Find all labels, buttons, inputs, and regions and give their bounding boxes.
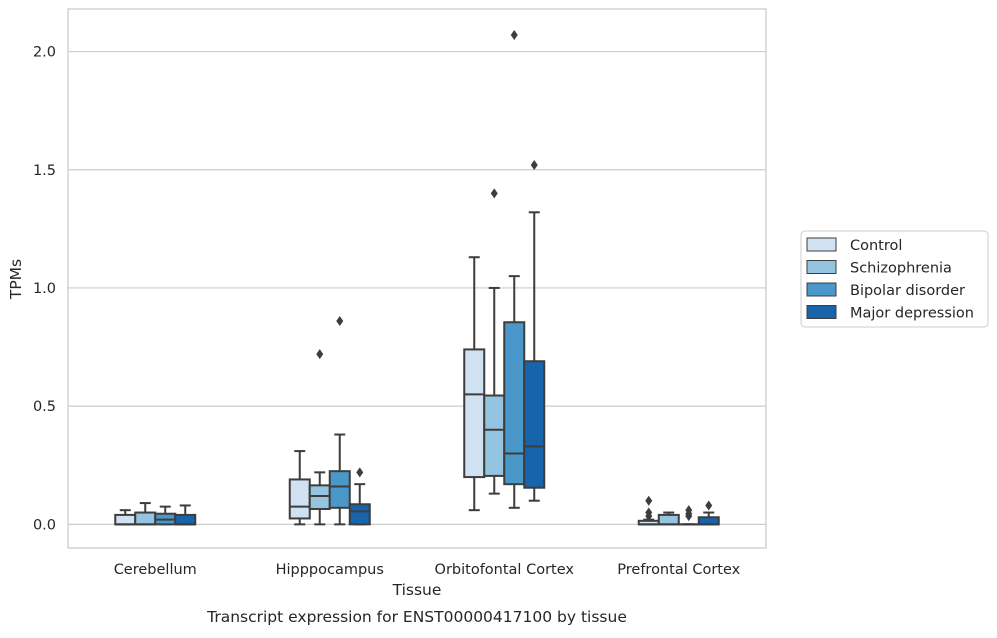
y-axis-label: TPMs [7,259,25,300]
box-iqr [699,517,719,524]
legend-swatch [807,238,836,251]
box-iqr [175,515,195,524]
x-axis-label: Tissue [392,581,442,599]
legend: Control Schizophrenia Bipolar disorder Majo… [801,231,988,327]
legend-label: Major depression [850,306,974,322]
legend-label: Schizophrenia [850,261,952,277]
y-tick-label: 0.5 [33,399,56,415]
box-iqr [115,515,135,524]
x-tick-label: Hipppocampus [276,562,384,578]
legend-swatch [807,261,836,274]
legend-label: Bipolar disorder [850,283,965,299]
box-iqr [464,349,484,477]
x-tick-label: Prefrontal Cortex [617,562,740,578]
y-tick-label: 1.0 [33,281,56,297]
y-tick-label: 2.0 [33,45,56,61]
box-iqr [484,396,504,476]
box-iqr [504,322,524,484]
legend-swatch [807,283,836,296]
legend-swatch [807,306,836,319]
box-iqr [524,361,544,487]
box-schizophrenia [659,513,679,525]
chart-caption: Transcript expression for ENST0000041710… [206,608,627,626]
box-iqr [330,471,350,508]
box-iqr [659,515,679,524]
box-iqr [290,479,310,518]
x-tick-label: Cerebellum [114,562,197,578]
x-tick-label: Orbitofontal Cortex [435,562,575,578]
box-iqr [310,485,330,509]
legend-label: Control [850,238,902,254]
box-iqr [135,513,155,525]
y-tick-label: 0.0 [33,517,56,533]
box-iqr [350,504,370,524]
y-tick-label: 1.5 [33,163,56,179]
